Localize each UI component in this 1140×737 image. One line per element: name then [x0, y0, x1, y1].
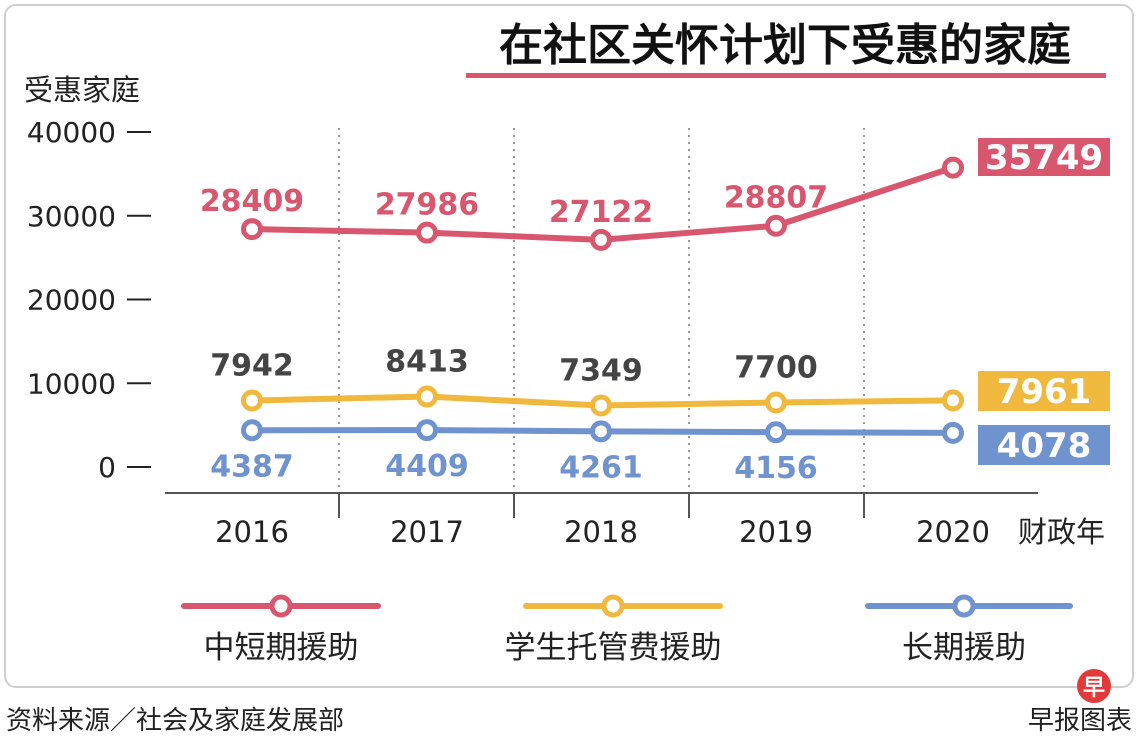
data-point [590, 228, 612, 251]
data-label: 8413 [385, 345, 469, 380]
y-axis-label: 受惠家庭 [24, 73, 140, 107]
data-point [590, 394, 612, 417]
x-tick-label: 2020 [916, 515, 990, 549]
data-label: 4387 [210, 449, 294, 484]
data-label: 4156 [734, 451, 818, 486]
x-tick-label: 2017 [390, 515, 464, 549]
y-tick-label: 20000 [27, 284, 116, 317]
y-tick-label: 10000 [27, 367, 116, 400]
data-label: 27986 [375, 188, 479, 223]
legend-marker-3 [952, 594, 976, 618]
data-point [241, 419, 263, 442]
data-point [241, 218, 263, 241]
zaobao-logo-icon [1077, 669, 1111, 703]
legend-marker-1 [269, 594, 293, 618]
legend-label-1: 中短期援助 [204, 630, 359, 666]
data-point [765, 421, 787, 444]
data-point [765, 391, 787, 414]
x-tick-label: 2016 [215, 515, 289, 549]
chart-title: 在社区关怀计划下受惠的家庭 [499, 20, 1071, 71]
data-point [942, 156, 964, 179]
data-label: 27122 [549, 195, 653, 230]
data-label: 7349 [559, 353, 643, 388]
end-value-box [978, 425, 1110, 465]
data-point [241, 389, 263, 412]
data-point [942, 389, 964, 412]
data-label: 4261 [559, 450, 643, 485]
y-tick-label: 30000 [27, 200, 116, 233]
y-tick-label: 0 [98, 451, 116, 484]
end-value-label: 35749 [985, 138, 1103, 178]
logo-char: 早 [1083, 676, 1105, 701]
x-axis-label: 财政年 [1018, 515, 1105, 549]
data-label: 7942 [210, 348, 294, 383]
data-point [416, 385, 438, 408]
end-value-box [978, 138, 1110, 176]
data-point [942, 421, 964, 444]
data-label: 28807 [724, 181, 828, 216]
data-label: 28409 [200, 184, 304, 219]
data-point [590, 420, 612, 443]
source-note: 资料来源／社会及家庭发展部 [6, 706, 345, 736]
data-label: 4409 [385, 449, 469, 484]
x-tick-label: 2018 [564, 515, 638, 549]
end-value-box [978, 371, 1110, 411]
legend-label-3: 长期援助 [902, 630, 1026, 666]
legend-label-2: 学生托管费援助 [505, 630, 722, 666]
title-underline [466, 73, 1106, 78]
data-point [416, 419, 438, 442]
x-tick-label: 2019 [739, 515, 813, 549]
data-point [765, 214, 787, 237]
data-point [416, 221, 438, 244]
credit-note: 早报图表 [1027, 706, 1132, 736]
end-value-label: 4078 [997, 426, 1092, 466]
legend-marker-2 [601, 594, 625, 618]
end-value-label: 7961 [997, 372, 1092, 412]
data-label: 7700 [734, 351, 818, 386]
y-tick-label: 40000 [27, 116, 116, 149]
